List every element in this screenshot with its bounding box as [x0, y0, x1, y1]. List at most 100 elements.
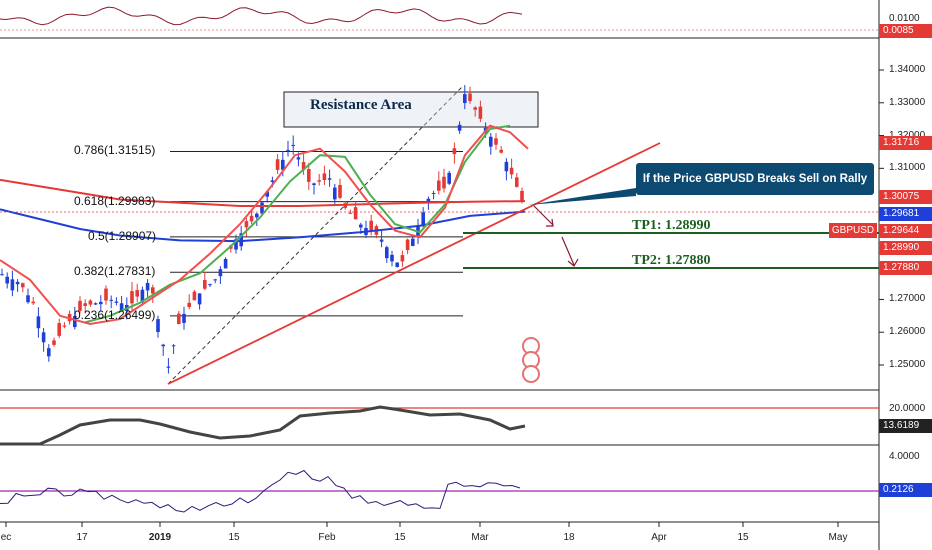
x-tick-label: 18	[563, 532, 575, 543]
candle-body	[57, 323, 61, 336]
candle-body	[255, 213, 259, 218]
candle-body	[47, 348, 51, 357]
candle-body	[109, 299, 113, 301]
candle-body	[275, 159, 280, 170]
candle-body	[447, 172, 451, 184]
candle-body	[104, 288, 108, 301]
candle-body	[26, 295, 30, 303]
price-tag: 1.30075	[879, 190, 932, 204]
price-tag: 1.29644	[879, 224, 932, 238]
candle-body	[390, 254, 394, 262]
arrow-line	[533, 205, 554, 226]
middle-panel-tick: 20.0000	[889, 403, 926, 414]
candle-body	[317, 180, 321, 182]
support-trendline	[167, 142, 661, 385]
x-tick-label: 17	[76, 532, 88, 543]
candle-body	[359, 224, 363, 228]
candle-body	[88, 300, 93, 305]
bottom-panel-last: 0.2126	[879, 483, 932, 497]
candle-body	[353, 207, 358, 220]
candle-body	[171, 345, 176, 347]
y-tick-label: 1.31000	[889, 162, 926, 174]
candle-body	[520, 190, 524, 202]
x-tick-label: 2019	[148, 532, 172, 543]
candle-body	[411, 238, 415, 246]
candle-body	[509, 167, 514, 175]
candle-body	[187, 302, 191, 308]
candle-body	[52, 340, 56, 345]
slow-ma-line	[0, 124, 529, 326]
candle-body	[208, 284, 212, 286]
candle-body	[333, 187, 337, 200]
arrow-head	[567, 258, 579, 267]
candle-body	[83, 303, 87, 306]
breakout-callout: If the Price GBPUSD Breaks Sell on Rally	[636, 163, 874, 195]
x-tick-label: ec	[0, 532, 12, 543]
candle-body	[119, 303, 124, 311]
candle-body	[291, 144, 295, 147]
y-tick-label: 1.32000	[889, 130, 925, 141]
oscillator-line	[0, 469, 521, 513]
price-tag: 1.29681	[879, 207, 932, 221]
arrow-head	[546, 218, 554, 227]
candle-body	[478, 106, 483, 119]
candle-body	[312, 183, 316, 185]
y-tick-label: 1.27000	[889, 293, 926, 305]
x-tick-label: Mar	[471, 532, 489, 543]
candle-body	[21, 283, 25, 288]
candle-body	[431, 192, 436, 194]
mid-ma-line	[0, 208, 526, 243]
candle-body	[62, 325, 67, 327]
fib-level-label: 0.786(1.31515)	[74, 143, 156, 158]
candle-body	[244, 221, 249, 228]
candle-body	[130, 291, 134, 304]
adx-line	[0, 405, 526, 446]
candle-body	[145, 282, 150, 291]
candle-body	[223, 258, 228, 269]
candle-body	[73, 316, 77, 328]
callout-pointer	[528, 188, 636, 205]
candle-body	[15, 281, 20, 285]
candle-body	[463, 94, 467, 104]
x-tick-label: 15	[394, 532, 406, 543]
top-panel-tick: 0.0100	[889, 13, 920, 24]
candle-body	[281, 159, 285, 170]
candle-body	[36, 316, 41, 329]
fib-level-label: 0.382(1.27831)	[74, 264, 156, 279]
candle-body	[379, 239, 384, 242]
x-tick-label: Feb	[318, 532, 336, 543]
candle-body	[234, 239, 238, 250]
tp1-label: TP1: 1.28990	[632, 218, 711, 233]
middle-panel-last: 13.6189	[879, 419, 932, 433]
x-tick-label: 15	[737, 532, 749, 543]
fib-level-label: 0.236(1.26499)	[74, 307, 156, 322]
candle-body	[41, 332, 46, 343]
candle-body	[249, 215, 254, 222]
top-indicator-line	[0, 6, 523, 26]
candle-body	[270, 180, 275, 183]
candle-body	[161, 344, 165, 347]
arrow-line	[561, 236, 575, 266]
candle-body	[499, 149, 503, 153]
fib-level-label: 0.618(1.29983)	[74, 193, 156, 208]
candle-body	[31, 301, 35, 304]
candle-body	[301, 162, 306, 170]
symbol-label: GBPUSD	[829, 223, 877, 238]
candle-body	[515, 177, 519, 187]
candle-body	[99, 301, 103, 305]
candle-body	[213, 279, 217, 281]
candle-body	[457, 124, 462, 131]
candle-body	[192, 291, 197, 301]
top-panel-last: 0.0085	[879, 24, 932, 38]
candle-body	[166, 366, 171, 368]
candle-body	[93, 303, 98, 305]
candle-body	[265, 191, 269, 197]
x-tick-label: May	[828, 532, 848, 543]
candle-body	[400, 255, 405, 262]
candle-body	[327, 178, 332, 180]
candle-body	[421, 212, 425, 225]
resistance-area-label: Resistance Area	[310, 97, 412, 113]
candle-body	[151, 287, 155, 294]
candle-body	[437, 180, 441, 191]
